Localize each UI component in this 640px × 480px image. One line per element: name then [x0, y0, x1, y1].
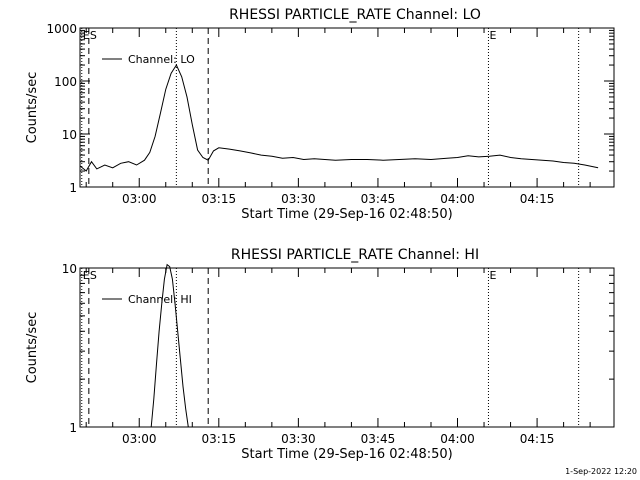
panel-0-title: RHESSI PARTICLE_RATE Channel: LO	[229, 7, 481, 23]
x-tick-label: 04:00	[440, 192, 475, 206]
legend-label: Channel: LO	[128, 53, 195, 66]
x-tick-label: 03:30	[281, 192, 316, 206]
y-tick-label: 1000	[46, 22, 77, 36]
series-line-0-0	[79, 63, 599, 172]
y-axis-label: Counts/sec	[25, 72, 40, 144]
series-line-1-0	[150, 263, 189, 428]
marker-label: E	[489, 29, 496, 42]
panel-1-frame	[79, 267, 615, 428]
legend-label: Channel: HI	[128, 293, 192, 306]
x-tick-label: 03:15	[202, 432, 237, 446]
marker-label: S	[90, 29, 97, 42]
x-axis-label: Start Time (29-Sep-16 02:48:50)	[241, 447, 452, 462]
x-tick-label: 03:45	[361, 192, 396, 206]
panel-0-frame	[79, 27, 615, 188]
y-tick-label: 10	[62, 262, 77, 276]
x-tick-label: 04:15	[520, 432, 555, 446]
x-tick-label: 04:00	[440, 432, 475, 446]
y-axis-label: Counts/sec	[25, 312, 40, 384]
y-tick-label: 1	[69, 181, 77, 195]
y-tick-label: 1	[69, 421, 77, 435]
x-axis-label: Start Time (29-Sep-16 02:48:50)	[241, 207, 452, 222]
panel-1-title: RHESSI PARTICLE_RATE Channel: HI	[231, 247, 479, 263]
marker-label: E	[83, 29, 90, 42]
marker-label: E	[489, 269, 496, 282]
footer-timestamp: 1-Sep-2022 12:20	[565, 467, 637, 476]
marker-label: E	[83, 269, 90, 282]
x-tick-label: 04:15	[520, 192, 555, 206]
x-tick-label: 03:15	[202, 192, 237, 206]
x-tick-label: 03:00	[122, 432, 157, 446]
y-tick-label: 100	[54, 75, 77, 89]
x-tick-label: 03:30	[281, 432, 316, 446]
x-tick-label: 03:00	[122, 192, 157, 206]
marker-label: S	[90, 269, 97, 282]
x-tick-label: 03:45	[361, 432, 396, 446]
y-tick-label: 10	[62, 128, 77, 142]
